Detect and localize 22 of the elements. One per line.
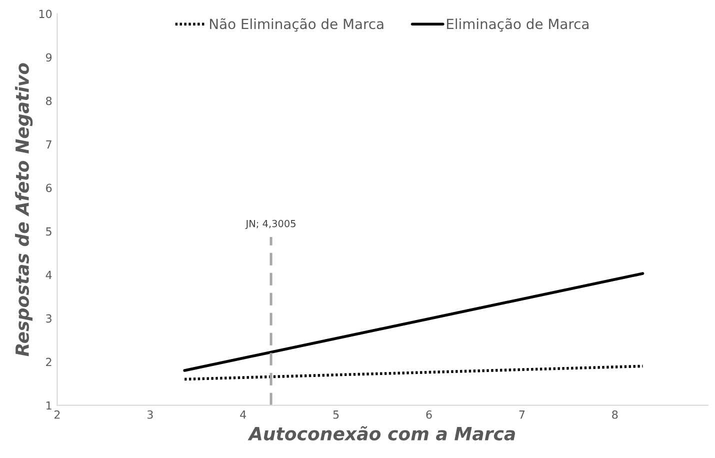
- ref-line-label: JN; 4,3005: [245, 220, 296, 230]
- x-tick-label: 4: [240, 410, 246, 419]
- y-tick-label: 5: [46, 227, 52, 236]
- x-tick-label: 7: [519, 410, 525, 419]
- y-tick-label: 10: [39, 10, 52, 18]
- y-tick-label: 1: [46, 401, 52, 410]
- y-tick-label: 2: [46, 358, 52, 366]
- y-tick-label: 6: [46, 184, 52, 192]
- x-tick-label: 8: [612, 410, 618, 419]
- legend-label: Não Eliminação de Marca: [210, 18, 384, 32]
- y-axis-title: Respostas de Afeto Negativo: [15, 63, 33, 356]
- y-tick-label: 9: [46, 53, 52, 62]
- x-tick-label: 2: [54, 410, 60, 419]
- x-tick-label: 5: [333, 410, 339, 419]
- x-tick-label: 6: [426, 410, 432, 419]
- y-tick-label: 8: [46, 96, 52, 106]
- y-tick-label: 4: [46, 270, 52, 280]
- x-axis-title: Autoconexão com a Marca: [248, 426, 515, 440]
- y-tick-label: 7: [46, 140, 52, 148]
- y-tick-label: 3: [46, 314, 52, 323]
- legend-label: Eliminação de Marca: [447, 18, 588, 32]
- x-tick-label: 3: [147, 410, 153, 419]
